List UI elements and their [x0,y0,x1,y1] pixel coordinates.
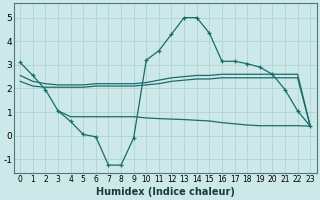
X-axis label: Humidex (Indice chaleur): Humidex (Indice chaleur) [96,187,235,197]
